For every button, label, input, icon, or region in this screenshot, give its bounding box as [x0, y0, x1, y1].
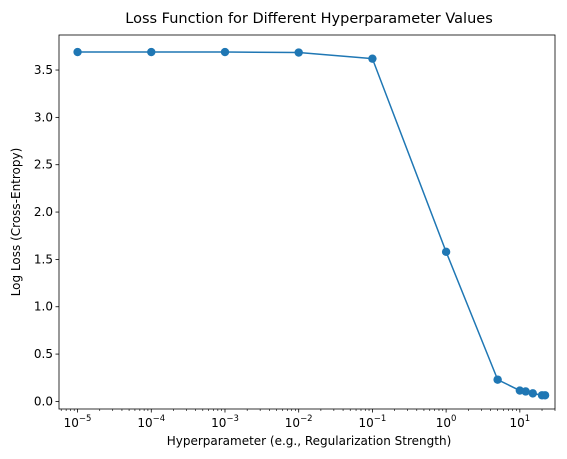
x-tick-label: 10−2: [285, 414, 313, 430]
y-axis-label: Log Loss (Cross-Entropy): [9, 148, 23, 297]
y-tick-label: 0.0: [34, 394, 53, 408]
data-point: [294, 48, 303, 57]
x-tick-label: 100: [436, 414, 457, 430]
data-point: [493, 375, 502, 384]
data-point: [441, 247, 451, 257]
y-tick-label: 1.5: [34, 252, 53, 266]
y-tick-label: 3.0: [34, 110, 53, 124]
y-tick-label: 0.5: [34, 347, 53, 361]
x-tick-label: 10−3: [211, 414, 239, 430]
chart-title: Loss Function for Different Hyperparamet…: [125, 11, 493, 27]
x-axis-label: Hyperparameter (e.g., Regularization Str…: [167, 434, 452, 448]
series-line: [77, 51, 546, 397]
plot-area: 10−5 10−4 10−3 10−2 10−1 100 101 0.0 0.5 1.0 1.5 2.…: [34, 34, 556, 430]
data-point: [521, 387, 530, 396]
x-tick-label: 101: [509, 414, 530, 430]
data-point: [220, 47, 230, 57]
data-point: [528, 389, 538, 398]
y-tick-label: 2.0: [34, 205, 53, 219]
data-point: [368, 54, 377, 63]
data-point: [540, 391, 550, 400]
x-tick-label: 10−4: [137, 414, 165, 430]
data-point: [73, 47, 82, 57]
y-tick-label: 1.0: [34, 300, 53, 314]
data-point: [147, 47, 156, 57]
x-tick-label: 10−1: [359, 414, 387, 430]
y-tick-label: 2.5: [34, 158, 53, 172]
axes-frame: [58, 34, 556, 410]
y-tick-label: 3.5: [34, 63, 53, 77]
x-tick-label: 10−5: [64, 414, 92, 430]
